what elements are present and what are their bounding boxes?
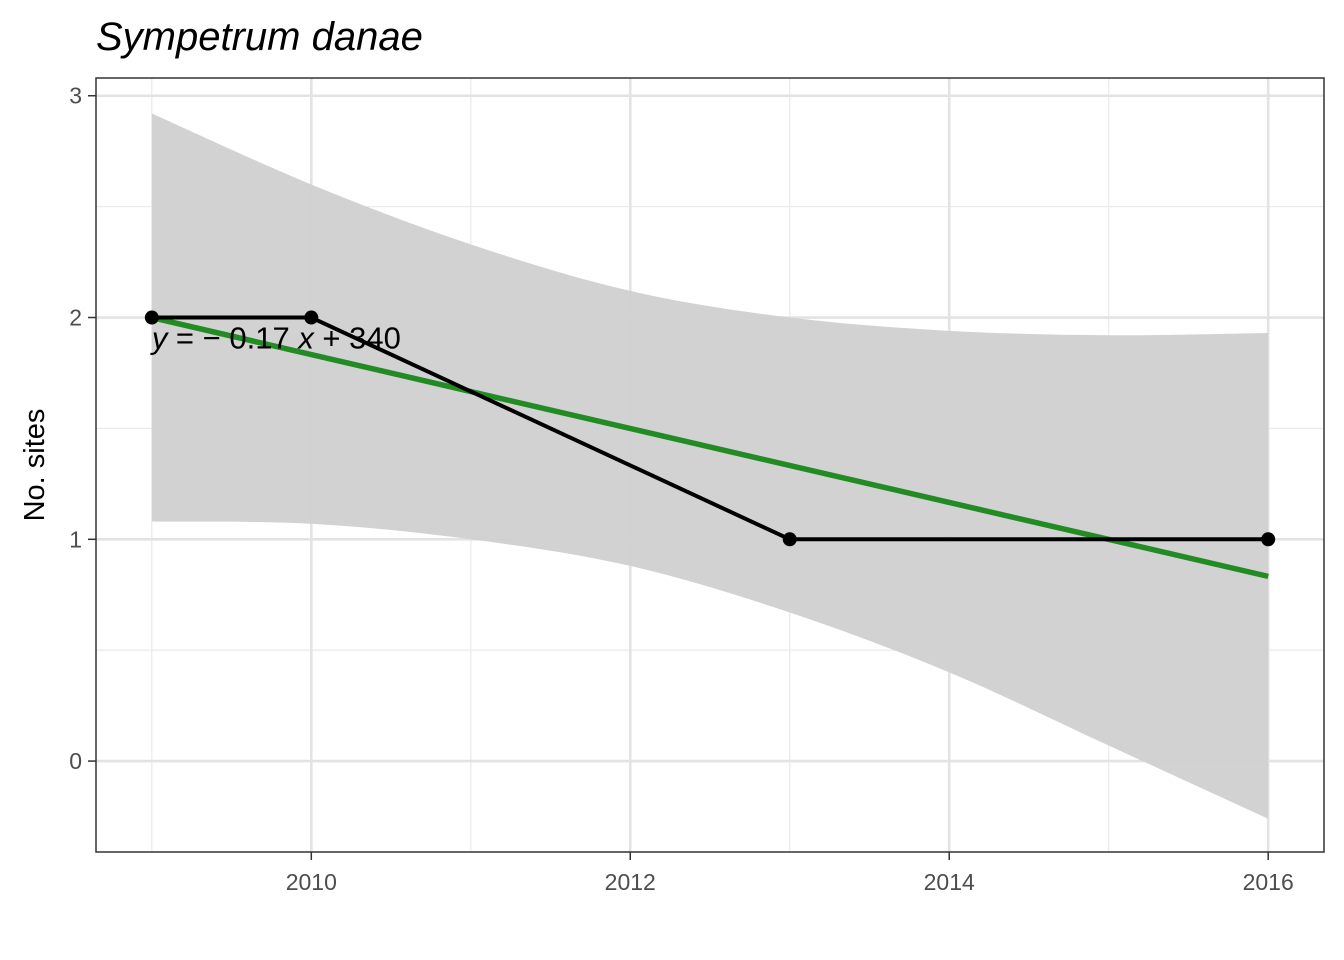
y-tick-label: 3 (69, 83, 82, 109)
x-tick-label: 2010 (286, 869, 337, 895)
regression-line (151, 314, 1269, 580)
equation-part: y (150, 321, 170, 356)
annotation-layer: y = − 0.17 x + 340 (150, 321, 401, 356)
x-tick-label: 2014 (924, 869, 975, 895)
data-point (144, 310, 159, 325)
data-point (304, 310, 319, 325)
x-tick-label: 2016 (1243, 869, 1294, 895)
axes: 2010 2012 2014 2016 0 1 2 3 (69, 83, 1294, 895)
confidence-band-layer (151, 113, 1269, 819)
data-point (1261, 532, 1276, 547)
equation-part: x (296, 321, 315, 356)
y-tick-label: 2 (69, 305, 82, 331)
confidence-band (151, 113, 1269, 819)
regression-layer (151, 314, 1269, 580)
x-tick-label: 2012 (605, 869, 656, 895)
panel-border (95, 77, 1325, 853)
series-layer (144, 310, 1276, 547)
y-tick-label: 1 (69, 526, 82, 552)
chart-title: Sympetrum danae (96, 15, 423, 59)
series-line-segment (309, 315, 792, 542)
equation-part: + 340 (314, 321, 401, 356)
y-tick-label: 0 (69, 748, 82, 774)
data-point (782, 532, 797, 547)
y-axis-title: No. sites (19, 409, 51, 522)
regression-equation: y = − 0.17 x + 340 (150, 321, 401, 356)
equation-part: = − 0.17 (167, 321, 298, 356)
